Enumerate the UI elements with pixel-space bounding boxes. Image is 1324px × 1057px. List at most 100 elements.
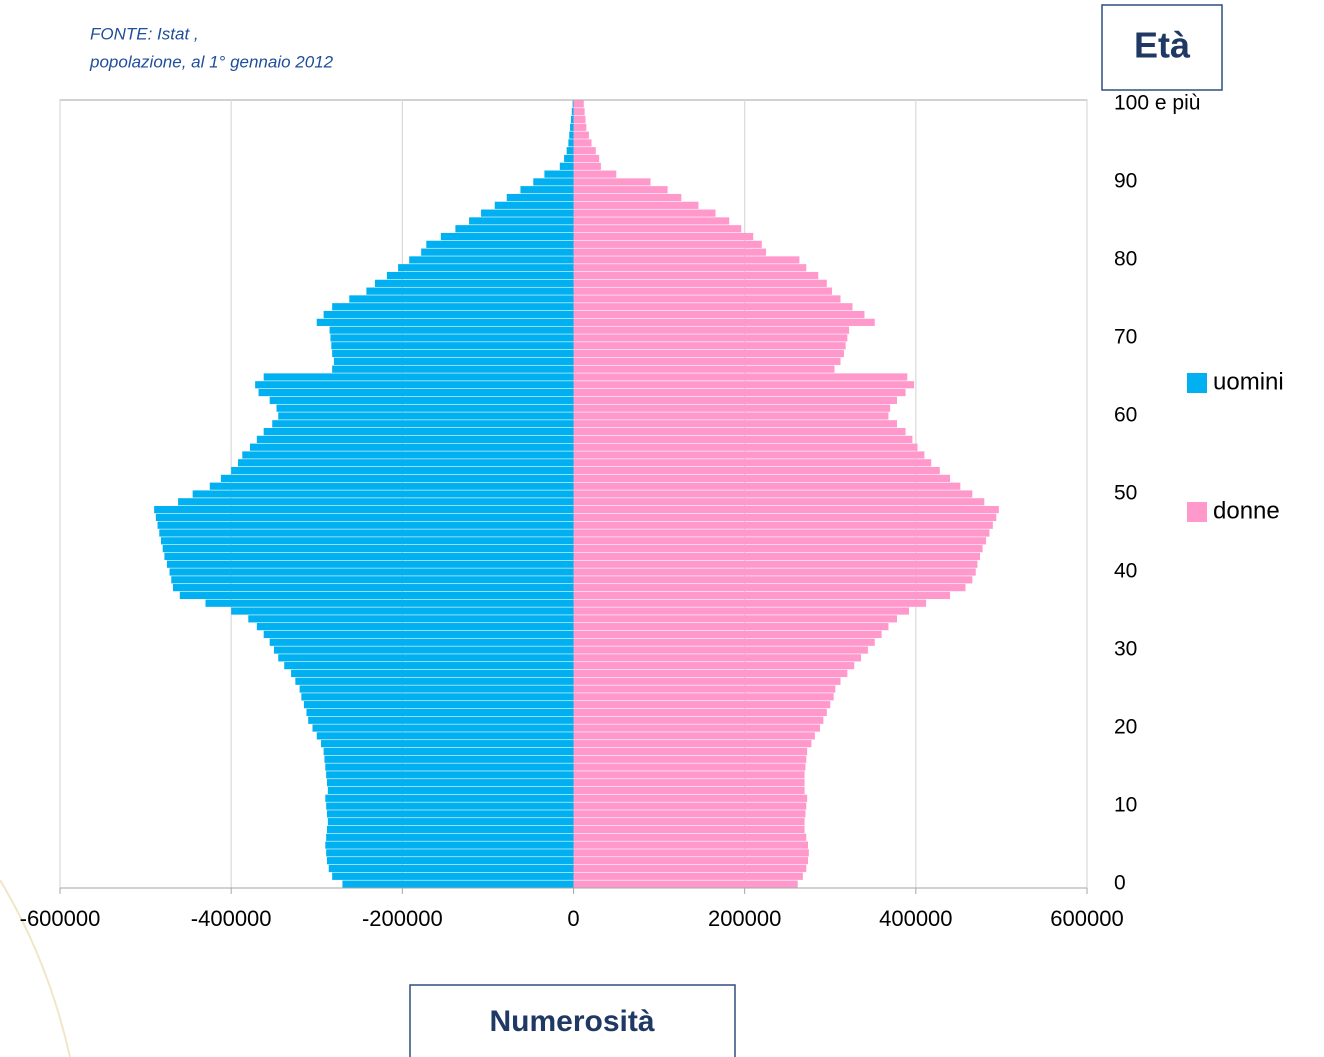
bar xyxy=(455,225,574,233)
bar xyxy=(332,872,574,880)
bar xyxy=(178,498,574,506)
bar xyxy=(316,732,574,740)
bar xyxy=(566,147,574,155)
bar xyxy=(324,755,574,763)
bar xyxy=(278,412,574,420)
bar xyxy=(573,170,617,178)
bar xyxy=(573,474,951,482)
bar xyxy=(171,576,574,584)
bar xyxy=(269,638,574,646)
bar xyxy=(573,857,808,865)
bar xyxy=(169,568,574,576)
bar xyxy=(332,365,574,373)
bar xyxy=(573,615,898,623)
bar xyxy=(571,108,574,116)
bar xyxy=(192,490,574,498)
bar xyxy=(327,779,574,787)
bar xyxy=(301,693,574,701)
bar xyxy=(573,779,805,787)
bar xyxy=(323,310,574,319)
bar xyxy=(573,225,742,233)
bar xyxy=(573,349,844,358)
bar xyxy=(573,193,682,202)
bar xyxy=(573,662,855,670)
bar xyxy=(573,466,940,475)
bar xyxy=(573,490,973,498)
bar xyxy=(533,178,574,186)
bar xyxy=(573,310,865,319)
bar xyxy=(573,279,827,287)
bar xyxy=(573,545,983,553)
bar xyxy=(573,396,898,404)
bar xyxy=(256,435,574,443)
bar xyxy=(573,810,806,818)
x-tick-label: -400000 xyxy=(191,906,272,931)
bar xyxy=(573,209,716,217)
bar xyxy=(284,662,574,670)
y-tick-label: 0 xyxy=(1114,872,1126,895)
bar xyxy=(326,849,574,857)
bar xyxy=(573,841,808,849)
bar xyxy=(330,334,574,342)
bar xyxy=(573,740,812,748)
x-tick-label: 600000 xyxy=(1050,906,1123,931)
bar xyxy=(573,623,889,631)
bar xyxy=(573,708,827,717)
bar xyxy=(321,740,574,748)
y-tick-label: 100 e più xyxy=(1114,91,1200,114)
bar xyxy=(366,287,574,295)
bar xyxy=(573,334,848,342)
bar xyxy=(421,248,574,256)
bar xyxy=(160,537,574,545)
bar xyxy=(573,825,805,834)
bar xyxy=(573,427,906,436)
bar xyxy=(573,638,875,646)
y-tick-label: 50 xyxy=(1114,482,1137,505)
bar xyxy=(568,139,574,147)
bar xyxy=(374,279,574,287)
bar xyxy=(573,794,808,802)
bar xyxy=(573,506,999,514)
bar xyxy=(426,240,574,248)
bar xyxy=(469,217,574,225)
bar xyxy=(242,451,574,459)
bar xyxy=(573,459,932,467)
bar xyxy=(386,271,574,280)
x-tick-label: -600000 xyxy=(20,906,101,931)
bar xyxy=(573,318,875,326)
bar xyxy=(573,186,668,194)
bar xyxy=(573,763,806,771)
bar xyxy=(573,802,807,810)
bar xyxy=(520,186,574,194)
bar xyxy=(573,529,990,537)
bar xyxy=(570,123,574,131)
bar xyxy=(573,381,915,389)
bar xyxy=(573,864,807,873)
bar xyxy=(159,529,574,537)
bar xyxy=(506,193,574,202)
bar xyxy=(573,147,596,155)
bar xyxy=(570,115,574,124)
bar xyxy=(572,100,574,108)
bar xyxy=(573,669,848,678)
legend-swatch xyxy=(1187,373,1207,393)
bar xyxy=(573,123,587,131)
bar xyxy=(573,833,807,841)
bar xyxy=(573,248,767,256)
bar xyxy=(573,154,600,163)
y-tick-label: 70 xyxy=(1114,326,1137,349)
bar xyxy=(573,630,882,639)
bar xyxy=(349,295,574,303)
bar xyxy=(573,217,730,225)
bar xyxy=(573,256,800,264)
bar xyxy=(573,786,805,795)
bar xyxy=(573,404,891,412)
bar xyxy=(573,654,862,662)
bar xyxy=(573,591,951,600)
bar xyxy=(573,755,807,763)
source-line: FONTE: Istat , xyxy=(90,24,199,43)
bar xyxy=(263,427,574,436)
y-tick-label: 60 xyxy=(1114,404,1137,427)
bar xyxy=(573,435,913,443)
bar xyxy=(573,513,997,522)
